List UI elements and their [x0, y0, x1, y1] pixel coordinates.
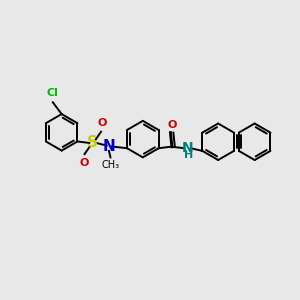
Text: O: O: [167, 120, 177, 130]
Text: N: N: [182, 141, 193, 154]
Text: O: O: [79, 158, 88, 168]
Text: O: O: [97, 118, 106, 128]
Text: Cl: Cl: [46, 88, 58, 98]
Text: S: S: [87, 135, 98, 150]
Text: N: N: [103, 139, 116, 154]
Text: H: H: [184, 150, 193, 160]
Text: CH₃: CH₃: [101, 160, 119, 170]
